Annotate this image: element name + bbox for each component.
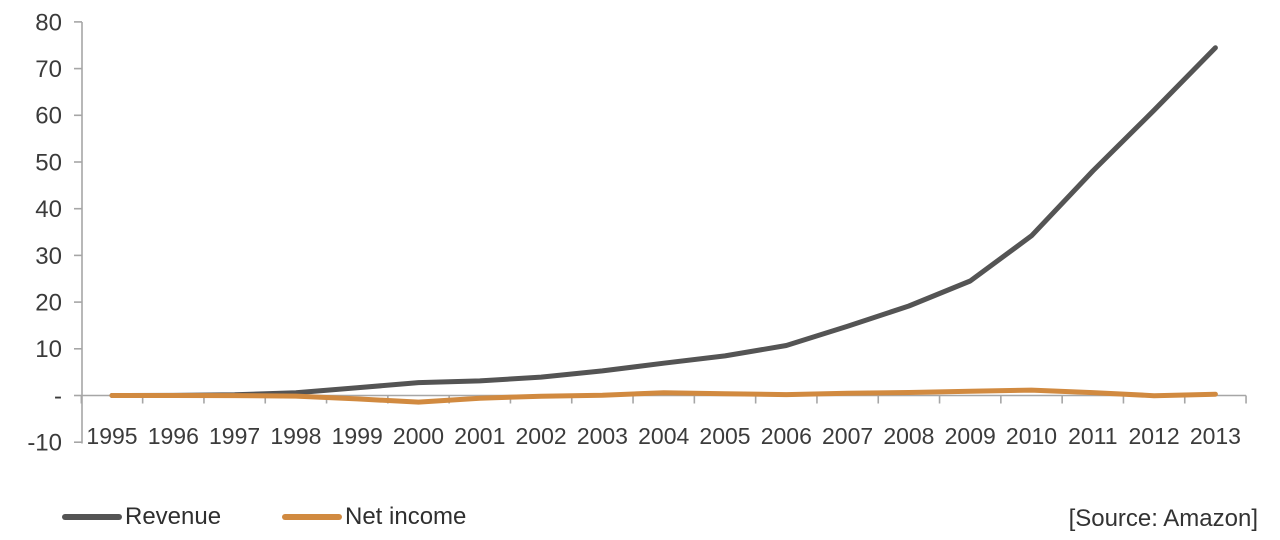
x-tick-label: 2013	[1190, 423, 1241, 449]
y-tick-label: 50	[35, 149, 62, 176]
x-tick-label: 1997	[209, 423, 260, 449]
y-tick-label: 60	[35, 103, 62, 130]
y-tick-label: -10	[27, 430, 62, 457]
x-tick-label: 2005	[699, 423, 750, 449]
net-income-line-swatch	[282, 514, 342, 520]
x-tick-label: 1999	[332, 423, 383, 449]
x-tick-label: 2009	[945, 423, 996, 449]
y-tick-label: -	[54, 383, 62, 410]
series-line-net-income	[109, 387, 1218, 405]
revenue-line-swatch	[62, 514, 122, 520]
x-tick-label: 1998	[270, 423, 321, 449]
x-tick-label: 2004	[638, 423, 689, 449]
x-tick-label: 2000	[393, 423, 444, 449]
x-tick-label: 2006	[761, 423, 812, 449]
x-tick-label: 2010	[1006, 423, 1057, 449]
legend-label-revenue: Revenue	[125, 503, 222, 530]
y-tick-label: 40	[35, 196, 62, 223]
x-tick-label: 2003	[577, 423, 628, 449]
x-tick-label: 2001	[454, 423, 505, 449]
y-tick-label: 30	[35, 243, 62, 270]
source-note: [Source: Amazon]	[1068, 505, 1258, 532]
x-tick-label: 1996	[148, 423, 199, 449]
x-tick-label: 2012	[1129, 423, 1180, 449]
legend-item-revenue: Revenue	[62, 502, 221, 532]
legend-label-net-income: Net income	[345, 503, 467, 530]
series-line-revenue	[109, 45, 1218, 398]
y-tick-label: 20	[35, 290, 62, 317]
x-tick-label: 2002	[516, 423, 567, 449]
x-tick-label: 2011	[1068, 423, 1117, 449]
x-tick-label: 1995	[86, 423, 137, 449]
y-tick-label: 80	[35, 9, 62, 36]
x-tick-label: 2008	[883, 423, 934, 449]
x-tick-label: 2007	[822, 423, 873, 449]
y-tick-label: 70	[35, 56, 62, 83]
legend-item-net-income: Net income	[282, 502, 466, 532]
y-tick-label: 10	[35, 336, 62, 363]
